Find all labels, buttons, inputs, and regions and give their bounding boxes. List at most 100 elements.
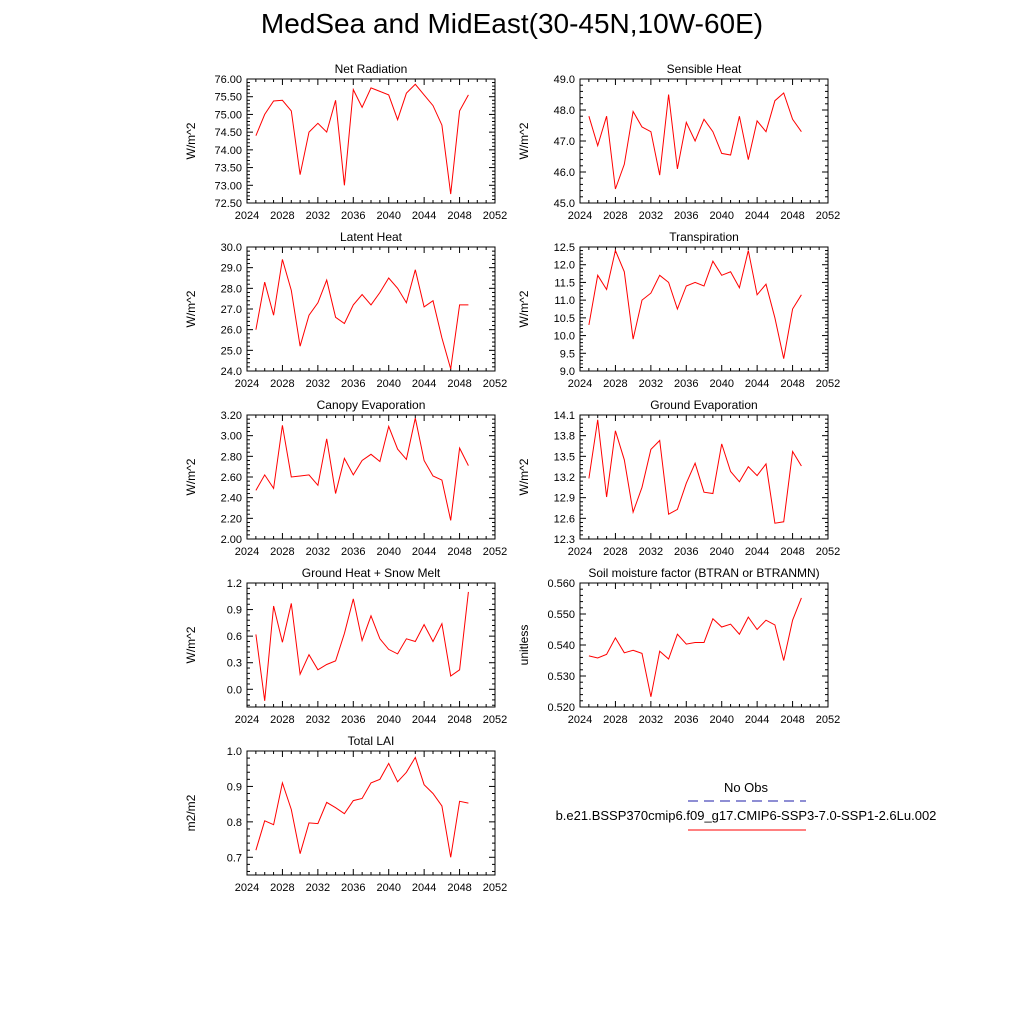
x-tick-label: 2044: [412, 546, 436, 558]
x-tick-label: 2048: [447, 882, 471, 894]
y-tick-label: 3.20: [221, 410, 242, 422]
y-tick-label: 10.5: [554, 313, 575, 325]
y-tick-label: 13.8: [554, 431, 575, 443]
y-tick-label: 74.00: [214, 145, 242, 157]
plot-frame: [246, 78, 496, 204]
series-line: [255, 591, 469, 701]
y-tick-label: 10.0: [554, 331, 575, 343]
chart-panel-7: Ground Heat + Snow Melt W/m^2 2024 2028 2032…: [184, 566, 507, 726]
plot-frame: [579, 414, 829, 540]
chart-panel-6: Ground Evaporation W/m^2 2024 2028 2032 2036 2…: [517, 398, 840, 558]
y-tick-label: 11.0: [554, 295, 575, 307]
x-tick-label: 2048: [780, 546, 804, 558]
chart-panel-3: Latent Heat W/m^2 2024 2028 2032 2036 2040 2044…: [184, 230, 507, 390]
panel-title: Canopy Evaporation: [317, 398, 426, 412]
chart-panel-2: Sensible Heat W/m^2 2024 2028 2032 2036 2040 20…: [517, 62, 840, 222]
plot-frame: [579, 582, 829, 708]
y-axis-label: W/m^2: [517, 122, 531, 159]
x-tick-label: 2028: [270, 378, 294, 390]
x-tick-label: 2044: [412, 882, 436, 894]
x-tick-label: 2024: [235, 546, 259, 558]
series-line: [255, 756, 469, 858]
y-tick-label: 9.0: [560, 366, 575, 378]
page-title: MedSea and MidEast(30-45N,10W-60E): [260, 8, 764, 39]
y-tick-label: 49.0: [554, 74, 575, 86]
x-tick-label: 2048: [447, 210, 471, 222]
y-tick-label: 0.550: [547, 609, 575, 621]
x-tick-label: 2024: [235, 882, 259, 894]
x-tick-label: 2040: [376, 210, 400, 222]
x-tick-label: 2036: [341, 882, 365, 894]
y-tick-label: 47.0: [554, 136, 575, 148]
y-tick-label: 73.00: [214, 180, 242, 192]
series-line: [255, 417, 469, 521]
y-axis-label: W/m^2: [517, 458, 531, 495]
x-tick-label: 2028: [270, 714, 294, 726]
x-tick-label: 2044: [745, 378, 769, 390]
panel-title: Sensible Heat: [667, 62, 742, 76]
x-tick-label: 2028: [270, 882, 294, 894]
legend-model-label: b.e21.BSSP370cmip6.f09_g17.CMIP6-SSP3-7.…: [556, 808, 937, 823]
x-tick-label: 2040: [709, 546, 733, 558]
y-tick-label: 12.9: [554, 493, 575, 505]
series-line: [255, 259, 469, 370]
x-tick-label: 2036: [341, 714, 365, 726]
legend-obs-label: No Obs: [724, 780, 769, 795]
y-tick-label: 75.00: [214, 109, 242, 121]
y-tick-label: 24.0: [221, 366, 242, 378]
x-tick-label: 2052: [483, 714, 507, 726]
x-tick-label: 2024: [235, 714, 259, 726]
y-tick-label: 2.80: [221, 451, 242, 463]
y-tick-label: 48.0: [554, 105, 575, 117]
y-tick-label: 75.50: [214, 92, 242, 104]
x-tick-label: 2036: [674, 210, 698, 222]
series-line: [255, 83, 469, 195]
x-tick-label: 2040: [376, 378, 400, 390]
y-tick-label: 3.00: [221, 431, 242, 443]
panel-title: Ground Heat + Snow Melt: [302, 566, 441, 580]
x-tick-label: 2032: [306, 210, 330, 222]
y-tick-label: 1.2: [227, 578, 242, 590]
x-tick-label: 2048: [780, 210, 804, 222]
x-tick-label: 2048: [447, 546, 471, 558]
series-line: [588, 597, 802, 697]
chart-panel-9: Total LAI m2/m2 2024 2028 2032 2036 2040 2044 20…: [184, 734, 507, 894]
chart-panel-4: Transpiration W/m^2 2024 2028 2032 2036 2040 20…: [517, 230, 840, 390]
chart-panel-8: Soil moisture factor (BTRAN or BTRANMN) u…: [517, 566, 840, 726]
y-tick-label: 2.60: [221, 472, 242, 484]
x-tick-label: 2028: [603, 210, 627, 222]
y-axis-label: W/m^2: [184, 290, 198, 327]
y-tick-label: 0.3: [227, 658, 242, 670]
y-tick-label: 13.2: [554, 472, 575, 484]
x-tick-label: 2028: [270, 210, 294, 222]
y-tick-label: 0.7: [227, 852, 242, 864]
x-tick-label: 2044: [412, 714, 436, 726]
y-tick-label: 0.530: [547, 671, 575, 683]
y-tick-label: 25.0: [221, 345, 242, 357]
x-tick-label: 2032: [639, 210, 663, 222]
x-tick-label: 2048: [780, 714, 804, 726]
y-tick-label: 12.3: [554, 534, 575, 546]
series-line: [588, 248, 802, 359]
x-tick-label: 2032: [639, 378, 663, 390]
y-tick-label: 0.9: [227, 605, 242, 617]
x-tick-label: 2048: [447, 378, 471, 390]
x-tick-label: 2028: [270, 546, 294, 558]
x-tick-label: 2044: [745, 714, 769, 726]
y-tick-label: 0.0: [227, 684, 242, 696]
x-tick-label: 2024: [235, 378, 259, 390]
x-tick-label: 2032: [306, 378, 330, 390]
x-tick-label: 2052: [483, 882, 507, 894]
plot-frame: [579, 246, 829, 372]
x-tick-label: 2036: [674, 378, 698, 390]
x-tick-label: 2052: [816, 210, 840, 222]
panel-title: Total LAI: [348, 734, 395, 748]
legend: No Obs b.e21.BSSP370cmip6.f09_g17.CMIP6-S…: [556, 780, 937, 831]
y-tick-label: 0.8: [227, 817, 242, 829]
y-tick-label: 29.0: [221, 263, 242, 275]
y-axis-label: W/m^2: [184, 122, 198, 159]
y-tick-label: 14.1: [554, 410, 575, 422]
y-tick-label: 73.50: [214, 163, 242, 175]
y-tick-label: 0.560: [547, 578, 575, 590]
